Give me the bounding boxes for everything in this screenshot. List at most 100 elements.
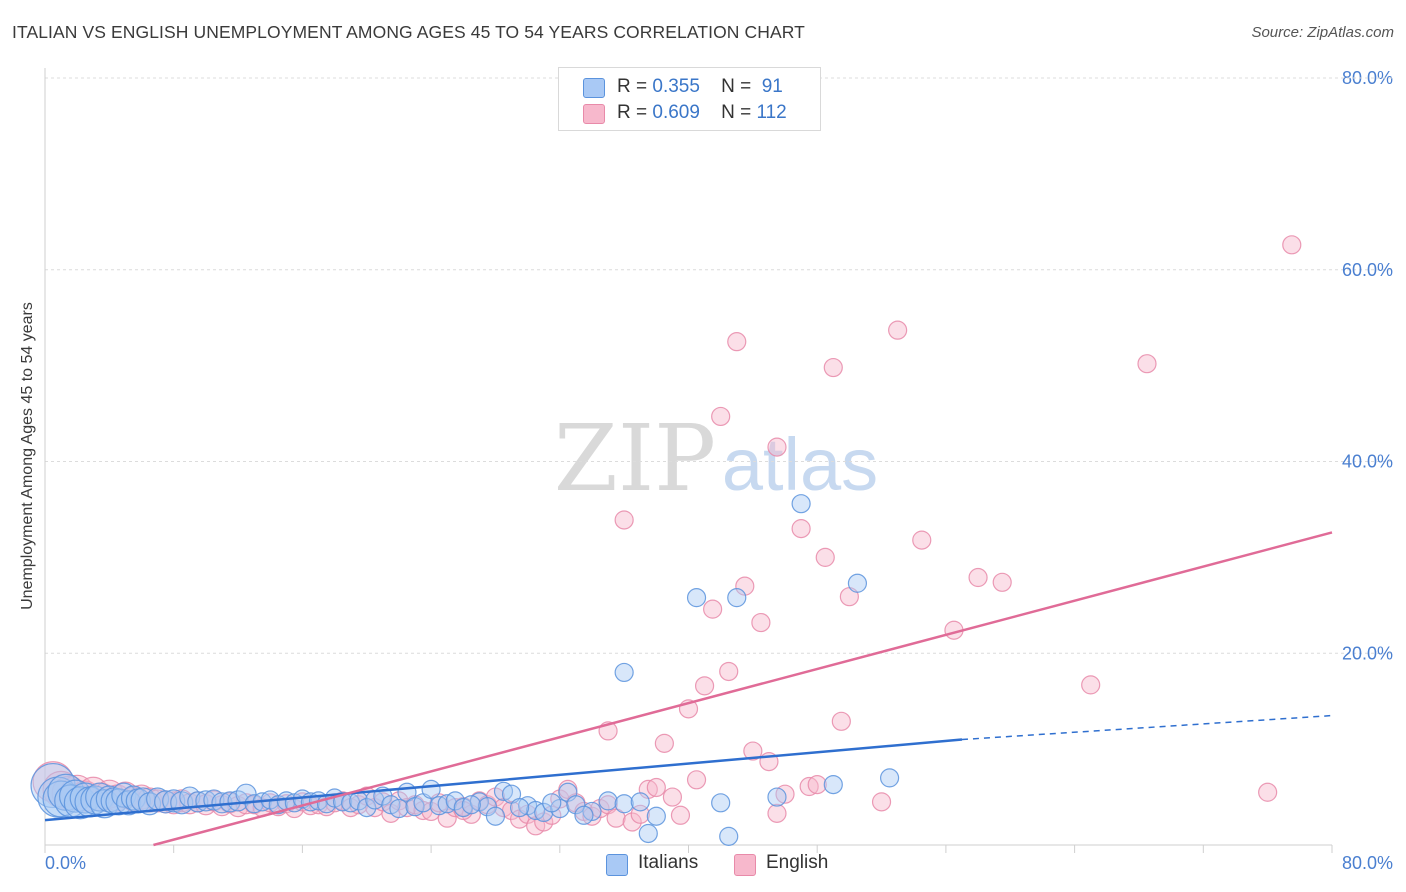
italians-r-label: R =: [617, 76, 648, 97]
english-point: [703, 599, 723, 619]
english-point: [888, 320, 908, 340]
english-n-label: N =: [721, 102, 752, 123]
english-r-value: 0.609: [652, 102, 700, 123]
correlation-legend: R = 0.355 N = 91 R = 0.609 N = 112: [558, 67, 821, 131]
english-point: [711, 406, 731, 427]
english-point: [606, 808, 626, 828]
italians-point: [445, 791, 465, 811]
italians-point: [485, 806, 506, 826]
english-point: [1258, 782, 1278, 802]
italians-point: [357, 798, 377, 818]
english-point: [831, 711, 851, 731]
italians-point: [646, 806, 666, 826]
italians-legend-label: Italians: [638, 852, 699, 873]
english-point: [1081, 675, 1101, 695]
y-tick-label: 60.0%: [1342, 260, 1393, 280]
english-point: [1137, 354, 1157, 374]
italians-point: [614, 794, 634, 814]
italians-point: [791, 494, 811, 514]
italians-point: [534, 802, 554, 823]
english-trend-line: [153, 531, 1333, 847]
x-tick-label: 80.0%: [1342, 853, 1393, 873]
english-stats: R = 0.609 N = 112: [617, 102, 787, 124]
italians-points: [30, 494, 900, 846]
italians-point: [847, 573, 868, 593]
italians-point: [421, 779, 441, 799]
italians-point: [686, 588, 707, 608]
english-r-label: R =: [617, 102, 648, 123]
english-point: [719, 661, 739, 682]
x-tick-label: 0.0%: [45, 853, 86, 873]
italians-point: [823, 774, 843, 795]
italians-point: [719, 826, 739, 846]
english-point: [807, 774, 827, 795]
italians-point: [711, 793, 731, 813]
english-point: [992, 572, 1012, 592]
english-point: [614, 510, 634, 530]
italians-point: [389, 798, 409, 819]
english-point: [767, 437, 787, 457]
english-point: [743, 741, 763, 761]
english-point: [767, 803, 787, 823]
english-point: [582, 806, 602, 826]
italians-n-label: N =: [721, 76, 752, 97]
english-swatch: [583, 104, 605, 124]
italians-point: [614, 662, 634, 683]
english-point: [686, 770, 707, 790]
english-legend-label: English: [766, 852, 829, 873]
english-point: [654, 733, 674, 753]
italians-legend-swatch: [606, 854, 628, 876]
italians-point: [879, 768, 900, 788]
italians-point: [461, 795, 481, 815]
italians-point: [95, 785, 123, 813]
italians-stats: R = 0.355 N = 91: [617, 76, 783, 98]
english-point: [912, 530, 932, 550]
english-point: [646, 777, 666, 798]
italians-point: [526, 800, 546, 821]
italians-point: [120, 785, 147, 811]
italians-point: [638, 823, 658, 844]
italians-n-value: 91: [761, 76, 783, 97]
english-point: [871, 792, 892, 812]
italians-point: [244, 794, 264, 814]
english-point: [751, 612, 771, 633]
english-legend-swatch: [734, 854, 756, 876]
source-label: Source: ZipAtlas.com: [1251, 24, 1394, 41]
watermark-zip: ZIP: [554, 405, 716, 512]
english-point: [791, 519, 811, 539]
english-point: [968, 567, 988, 588]
y-tick-label: 20.0%: [1342, 643, 1393, 663]
italians-point: [727, 588, 747, 608]
italians-point: [767, 787, 787, 807]
english-point: [622, 812, 642, 832]
italians-point: [509, 798, 530, 818]
english-point: [662, 787, 683, 807]
english-point: [694, 676, 715, 696]
italians-swatch: [583, 78, 605, 98]
italians-point: [542, 793, 562, 813]
italians-trend-line: [44, 738, 963, 822]
italians-point: [235, 783, 257, 805]
english-point: [1282, 235, 1302, 255]
english-point: [727, 332, 747, 352]
english-point: [670, 805, 691, 825]
italians-point: [630, 792, 650, 812]
y-tick-label: 40.0%: [1342, 452, 1393, 472]
chart-title: ITALIAN VS ENGLISH UNEMPLOYMENT AMONG AG…: [12, 22, 805, 42]
italians-trend-extension: [961, 714, 1333, 741]
italians-point: [598, 791, 618, 811]
english-point: [799, 776, 819, 797]
italians-point: [105, 788, 133, 816]
english-point: [815, 547, 835, 567]
italians-point: [111, 782, 137, 808]
italians-r-value: 0.355: [652, 76, 700, 97]
italians-point: [162, 789, 186, 813]
english-points: [32, 235, 1302, 836]
english-n-value: 112: [756, 102, 787, 123]
italians-point: [566, 795, 586, 815]
italians-point: [574, 805, 594, 825]
english-point: [823, 357, 843, 378]
italians-point: [477, 797, 498, 817]
watermark-atlas: atlas: [722, 423, 878, 506]
